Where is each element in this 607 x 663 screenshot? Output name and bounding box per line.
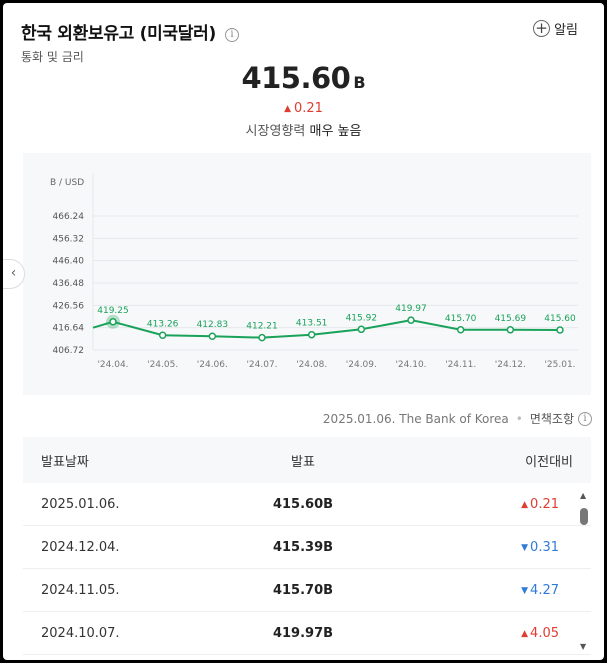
x-tick-label: '24.05. <box>147 360 178 370</box>
data-point <box>556 326 564 334</box>
source-line: 2025.01.06. The Bank of Korea • 면책조항 i <box>323 410 592 427</box>
data-point <box>506 326 515 334</box>
data-label: 419.97 <box>395 304 427 314</box>
table-row: 2024.10.07. 419.97B ▲ 4.05 <box>23 612 591 655</box>
data-point <box>307 330 316 339</box>
data-point <box>208 332 217 340</box>
data-label: 415.69 <box>495 314 527 324</box>
row-diff: ▲ 4.05 <box>393 626 591 641</box>
row-value: 415.70B <box>272 582 334 598</box>
row-diff: ▲ 0.21 <box>393 497 591 512</box>
scroll-up-icon[interactable]: ▲ <box>580 491 587 500</box>
impact-value: 매우 높음 <box>309 124 362 139</box>
table-scrollbar[interactable]: ▲ ▼ <box>579 491 589 651</box>
row-diff: ▼ 0.31 <box>393 540 591 555</box>
data-label: 415.92 <box>346 313 378 323</box>
y-tick-label: 426.56 <box>53 301 85 311</box>
change-value: 0.21 <box>293 101 323 116</box>
line-chart[interactable]: B / USD 466.24 456.32 446.40 436.48 426.56 416… <box>23 153 591 395</box>
data-point <box>109 318 117 326</box>
up-arrow-icon: ▲ <box>284 104 291 114</box>
card-header: 한국 외환보유고 (미국달러) i 통화 및 금리 + 알림 <box>21 19 588 64</box>
y-tick-label: 406.72 <box>53 346 85 356</box>
disclaimer-link[interactable]: 면책조항 <box>529 412 574 426</box>
y-tick-label: 436.48 <box>53 279 85 289</box>
x-tick-label: '24.04. <box>97 360 128 370</box>
row-value: 415.60B <box>272 496 334 512</box>
x-tick-label: '24.06. <box>197 360 228 370</box>
x-tick-label: '24.12. <box>495 360 526 370</box>
current-value: 415.60 <box>241 61 351 95</box>
indicator-card: 한국 외환보유고 (미국달러) i 통화 및 금리 + 알림 415.60 B ▲… <box>3 3 604 660</box>
x-tick-label: '25.01. <box>544 360 575 370</box>
scroll-thumb[interactable] <box>580 508 588 525</box>
data-label: 412.21 <box>246 322 278 332</box>
alert-button[interactable]: + 알림 <box>533 19 578 38</box>
x-tick-label: '24.07. <box>246 360 277 370</box>
table-row: 2024.11.05. 415.70B ▼ 4.27 <box>23 569 591 612</box>
diff-value: 0.21 <box>530 496 559 512</box>
data-label: 415.70 <box>445 314 477 324</box>
page-title: 한국 외환보유고 (미국달러) <box>21 24 216 44</box>
x-tick-label: '24.09. <box>346 360 377 370</box>
header-date: 발표날짜 <box>41 454 89 470</box>
title-row: 한국 외환보유고 (미국달러) i <box>21 19 588 44</box>
y-tick-label: 416.64 <box>53 324 85 334</box>
plus-circle-icon: + <box>533 20 551 37</box>
y-tick-label: 466.24 <box>53 212 85 222</box>
data-label: 413.51 <box>296 319 328 329</box>
separator-dot: • <box>515 411 523 426</box>
row-date: 2025.01.06. <box>41 496 120 512</box>
chart-canvas: B / USD 466.24 456.32 446.40 436.48 426.56 416… <box>50 173 578 370</box>
y-tick-label: 456.32 <box>53 234 85 244</box>
data-point <box>258 333 266 342</box>
row-date: 2024.12.04. <box>41 539 120 555</box>
row-value: 415.39B <box>272 539 334 555</box>
market-impact: 시장영향력 매우 높음 <box>3 120 604 139</box>
change-indicator: ▲ 0.21 <box>3 101 604 116</box>
x-tick-label: '24.08. <box>296 360 327 370</box>
data-point <box>158 331 167 340</box>
y-axis-label: B / USD <box>50 178 84 188</box>
down-arrow-icon: ▼ <box>521 585 529 596</box>
y-tick-label: 446.40 <box>53 257 85 267</box>
scroll-down-icon[interactable]: ▼ <box>580 642 587 651</box>
x-tick-label: '24.11. <box>445 360 476 370</box>
diff-value: 0.31 <box>530 539 559 555</box>
x-tick-label: '24.10. <box>395 360 426 370</box>
diff-value: 4.27 <box>530 582 559 598</box>
header-diff: 이전대비 <box>525 454 573 470</box>
source-text: 2025.01.06. The Bank of Korea <box>322 411 509 426</box>
up-arrow-icon: ▲ <box>521 628 529 639</box>
impact-label: 시장영향력 <box>245 124 306 139</box>
data-point <box>357 325 366 334</box>
table-header: 발표날짜 발표 이전대비 <box>23 437 591 483</box>
value-unit: B <box>353 73 366 92</box>
row-diff: ▼ 4.27 <box>393 583 591 598</box>
data-label: 419.25 <box>97 306 129 316</box>
data-label: 413.26 <box>147 319 179 329</box>
row-date: 2024.10.07. <box>41 625 120 641</box>
header-value: 발표 <box>291 454 315 470</box>
release-history-table: 발표날짜 발표 이전대비 2025.01.06. 415.60B ▲ 0.21 2… <box>23 437 591 655</box>
data-label: 415.60 <box>544 314 576 324</box>
info-icon[interactable]: i <box>225 28 240 42</box>
disclaimer-info-icon[interactable]: i <box>578 411 592 426</box>
alert-label: 알림 <box>554 23 578 38</box>
table-row: 2025.01.06. 415.60B ▲ 0.21 <box>23 483 591 526</box>
category-label[interactable]: 통화 및 금리 <box>21 50 84 64</box>
row-value: 419.97B <box>272 625 334 641</box>
up-arrow-icon: ▲ <box>521 499 529 510</box>
current-value-panel: 415.60 B ▲ 0.21 시장영향력 매우 높음 <box>3 61 604 139</box>
down-arrow-icon: ▼ <box>521 542 529 553</box>
chart-prev-button[interactable]: ‹ <box>3 259 25 289</box>
data-label: 412.83 <box>197 320 229 330</box>
row-date: 2024.11.05. <box>41 582 120 598</box>
data-point <box>456 326 465 334</box>
diff-value: 4.05 <box>530 625 559 641</box>
table-row: 2024.12.04. 415.39B ▼ 0.31 <box>23 526 591 569</box>
data-point <box>407 316 415 324</box>
